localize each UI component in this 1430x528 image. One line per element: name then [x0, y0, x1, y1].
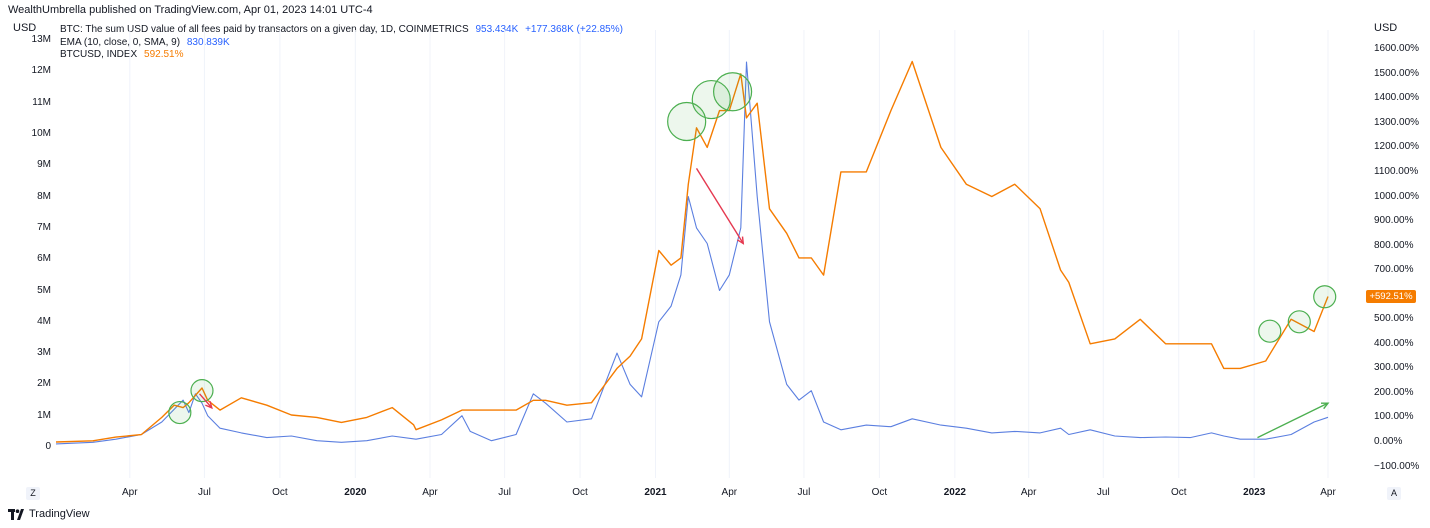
- right-axis-tick: −100.00%: [1374, 460, 1420, 472]
- branding-label: TradingView: [29, 508, 90, 520]
- left-axis-tick: 9M: [37, 159, 51, 171]
- left-axis-tick: 13M: [31, 34, 51, 46]
- legend-fees-value: 953.434K: [475, 24, 519, 35]
- right-axis-tick: 300.00%: [1374, 362, 1414, 374]
- left-axis-tick: 3M: [37, 347, 51, 359]
- chart-legend: BTC: The sum USD value of all fees paid …: [60, 24, 623, 62]
- time-axis-tick: Jul: [797, 487, 811, 498]
- left-axis-tick: 10M: [31, 128, 51, 139]
- left-axis-unit: USD: [13, 22, 37, 34]
- annotation-circle: [691, 79, 731, 120]
- right-axis-tick: 700.00%: [1374, 264, 1414, 276]
- time-axis-tick: 2022: [943, 487, 966, 498]
- time-axis-tick: Jul: [498, 487, 511, 498]
- time-axis-tick: 2021: [644, 487, 667, 498]
- auto-scale-right-button[interactable]: A: [1387, 487, 1401, 500]
- right-axis-unit: USD: [1374, 22, 1398, 34]
- annotation-circle: [1287, 310, 1311, 334]
- series-line-fees: [55, 61, 1329, 445]
- annotation-arrow: [695, 168, 744, 244]
- left-axis-tick: 11M: [32, 96, 51, 108]
- right-axis-tick: 900.00%: [1374, 215, 1414, 227]
- time-axis-tick: Apr: [1020, 487, 1037, 498]
- legend-ema-value: 830.839K: [186, 36, 230, 48]
- right-axis-tick: 0.00%: [1374, 436, 1403, 447]
- right-axis-tick: 1400.00%: [1374, 92, 1420, 104]
- annotation-circle: [1313, 285, 1337, 309]
- left-axis-tick: 7M: [37, 221, 51, 233]
- annotation-arrow: [1257, 402, 1329, 439]
- right-axis-tick: 100.00%: [1374, 411, 1414, 423]
- left-axis-tick: 1M: [37, 409, 51, 421]
- legend-btcusd[interactable]: BTCUSD, INDEX 592.51%: [60, 49, 623, 62]
- legend-fees-name: BTC: The sum USD value of all fees paid …: [60, 24, 469, 35]
- time-axis-tick: 2023: [1243, 487, 1266, 498]
- time-axis-tick: Jul: [198, 487, 211, 498]
- legend-fees-change: +177.368K (+22.85%): [525, 24, 623, 35]
- annotation-arrowhead: [205, 400, 213, 410]
- time-axis-tick: Oct: [272, 487, 288, 498]
- time-axis-tick: Apr: [122, 487, 138, 498]
- right-axis-tick: 1600.00%: [1374, 43, 1420, 55]
- legend-btcusd-name: BTCUSD, INDEX: [60, 49, 138, 60]
- time-axis-tick: Oct: [1170, 487, 1187, 498]
- time-axis-tick: Apr: [721, 487, 738, 498]
- right-axis-tick: 800.00%: [1374, 239, 1414, 251]
- annotation-circle: [190, 379, 214, 403]
- annotation-circle: [1258, 319, 1282, 343]
- right-axis-tick: 1300.00%: [1374, 116, 1420, 128]
- left-axis-tick: 2M: [37, 378, 51, 390]
- right-axis-tick: 1200.00%: [1374, 141, 1420, 153]
- right-axis-tick: 1000.00%: [1374, 190, 1420, 202]
- annotation-arrowhead: [1320, 402, 1330, 410]
- time-axis-tick: Oct: [871, 487, 888, 498]
- left-axis-tick: 6M: [37, 253, 51, 265]
- annotation-arrow: [198, 393, 213, 409]
- time-axis-tick: Oct: [572, 487, 588, 498]
- left-axis-tick: 5M: [37, 284, 51, 296]
- time-axis-tick: Jul: [1096, 487, 1110, 498]
- legend-ema-name: EMA (10, close, 0, SMA, 9): [60, 36, 181, 48]
- tradingview-branding[interactable]: TradingView: [8, 508, 90, 520]
- left-axis-tick: 8M: [37, 190, 51, 202]
- right-axis-tick: 200.00%: [1374, 386, 1414, 398]
- annotation-circle: [168, 400, 192, 425]
- right-axis-tick: 1100.00%: [1374, 165, 1419, 177]
- right-axis-tick: 500.00%: [1374, 313, 1414, 325]
- right-axis-tick: 1500.00%: [1374, 67, 1420, 79]
- tradingview-logo-icon: [8, 508, 24, 520]
- left-axis-tick: 12M: [31, 65, 51, 77]
- left-axis-tick: 0: [45, 441, 51, 452]
- last-value-badge: +592.51%: [1366, 290, 1416, 303]
- right-axis-tick: 400.00%: [1374, 337, 1414, 349]
- annotation-circle: [712, 72, 753, 112]
- annotation-arrowhead: [736, 236, 745, 245]
- published-caption: WealthUmbrella published on TradingView.…: [8, 4, 373, 16]
- time-axis-tick: Apr: [422, 487, 438, 498]
- legend-ema[interactable]: EMA (10, close, 0, SMA, 9) 830.839K: [60, 37, 623, 50]
- legend-fees[interactable]: BTC: The sum USD value of all fees paid …: [60, 24, 623, 37]
- series-line-btcusd: [55, 60, 1329, 443]
- time-axis-tick: Apr: [1320, 487, 1336, 498]
- left-axis-tick: 4M: [37, 315, 51, 327]
- auto-scale-left-button[interactable]: Z: [26, 487, 40, 500]
- legend-btcusd-value: 592.51%: [144, 49, 184, 60]
- time-axis-tick: 2020: [344, 487, 367, 498]
